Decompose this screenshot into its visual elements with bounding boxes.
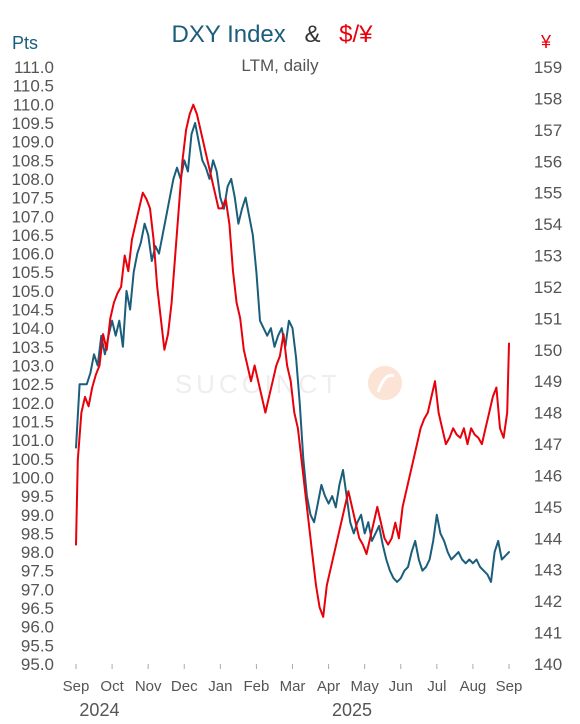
x-tick-label: Apr bbox=[317, 678, 340, 695]
left-tick-label: 99.0 bbox=[21, 506, 54, 525]
right-tick-label: 159 bbox=[534, 58, 562, 77]
left-tick-label: 108.5 bbox=[11, 151, 54, 170]
x-tick-label: Oct bbox=[100, 678, 124, 695]
left-tick-label: 100.0 bbox=[11, 468, 54, 487]
x-tick-label: Feb bbox=[243, 678, 269, 695]
x-axis: Sep Oct Nov Dec Jan Feb Mar Apr May Jun Jul Aug Sep 2… bbox=[63, 664, 523, 720]
left-tick-label: 106.0 bbox=[11, 245, 54, 264]
title-and: & bbox=[304, 21, 320, 48]
right-tick-label: 152 bbox=[534, 278, 562, 297]
right-tick-label: 155 bbox=[534, 184, 562, 203]
right-tick-label: 158 bbox=[534, 89, 562, 108]
right-tick-label: 154 bbox=[534, 215, 562, 234]
left-tick-label: 106.5 bbox=[11, 226, 54, 245]
x-tick-label: Jun bbox=[389, 678, 413, 695]
left-tick-label: 97.5 bbox=[21, 562, 54, 581]
x-tick-label: Nov bbox=[135, 678, 162, 695]
right-tick-label: 140 bbox=[534, 655, 562, 674]
left-tick-label: 102.0 bbox=[11, 394, 54, 413]
left-tick-label: 110.0 bbox=[13, 95, 54, 114]
left-tick-label: 96.5 bbox=[21, 599, 54, 618]
left-tick-label: 104.5 bbox=[11, 301, 54, 320]
left-tick-label: 105.0 bbox=[11, 282, 54, 301]
title-usdjpy: $/¥ bbox=[339, 21, 373, 48]
series-layer bbox=[75, 103, 510, 618]
right-tick-label: 153 bbox=[534, 247, 562, 266]
right-tick-label: 147 bbox=[534, 435, 562, 454]
left-tick-label: 103.0 bbox=[11, 357, 54, 376]
x-tick-label: Aug bbox=[460, 678, 487, 695]
left-tick-label: 109.5 bbox=[11, 114, 54, 133]
left-tick-label: 95.0 bbox=[21, 655, 54, 674]
right-tick-label: 145 bbox=[534, 498, 562, 517]
left-tick-label: 111.0 bbox=[14, 58, 54, 77]
left-tick-label: 101.5 bbox=[11, 412, 54, 431]
right-tick-label: 150 bbox=[534, 341, 562, 360]
right-axis: 140 141 142 143 144 145 146 147 148 149 150 151 152 1… bbox=[534, 58, 562, 674]
right-axis-unit: ¥ bbox=[540, 32, 552, 52]
left-tick-label: 110.5 bbox=[13, 77, 54, 96]
left-tick-label: 99.5 bbox=[21, 487, 54, 506]
left-tick-label: 100.5 bbox=[11, 450, 54, 469]
left-tick-label: 95.5 bbox=[21, 636, 54, 655]
left-tick-label: 108.0 bbox=[11, 170, 54, 189]
x-tick-label: Sep bbox=[63, 678, 90, 695]
left-tick-label: 109.0 bbox=[11, 133, 54, 152]
right-tick-label: 144 bbox=[534, 529, 562, 548]
chart-title: DXY Index & $/¥ bbox=[171, 21, 373, 48]
left-tick-label: 107.5 bbox=[11, 189, 54, 208]
x-tick-label: May bbox=[350, 678, 379, 695]
x-tick-label: Jul bbox=[427, 678, 446, 695]
right-tick-label: 142 bbox=[534, 592, 562, 611]
watermark-logo-icon bbox=[368, 366, 402, 400]
left-axis-unit: Pts bbox=[12, 33, 38, 53]
right-tick-label: 141 bbox=[534, 624, 562, 643]
left-tick-label: 101.0 bbox=[11, 431, 54, 450]
title-dxy: DXY Index bbox=[171, 21, 285, 48]
x-tick-label: Dec bbox=[171, 678, 198, 695]
left-tick-label: 103.5 bbox=[11, 338, 54, 357]
left-tick-label: 104.0 bbox=[11, 319, 54, 338]
left-axis: 95.095.596.096.597.097.598.098.599.099.5… bbox=[11, 58, 54, 674]
x-tick-label: Jan bbox=[208, 678, 232, 695]
x-tick-label: Sep bbox=[496, 678, 523, 695]
x-tick-label: Mar bbox=[280, 678, 306, 695]
right-tick-label: 151 bbox=[534, 309, 562, 328]
left-tick-label: 98.5 bbox=[21, 524, 54, 543]
right-tick-label: 143 bbox=[534, 561, 562, 580]
right-tick-label: 156 bbox=[534, 152, 562, 171]
left-tick-label: 98.0 bbox=[21, 543, 54, 562]
left-tick-label: 105.5 bbox=[11, 263, 54, 282]
series-line-usdjpy bbox=[75, 103, 510, 618]
x-year-label: 2024 bbox=[79, 700, 119, 720]
left-tick-label: 97.0 bbox=[21, 580, 54, 599]
left-tick-label: 107.0 bbox=[11, 207, 54, 226]
left-tick-label: 102.5 bbox=[11, 375, 54, 394]
right-tick-label: 149 bbox=[534, 372, 562, 391]
x-year-label: 2025 bbox=[332, 700, 372, 720]
right-tick-label: 157 bbox=[534, 121, 562, 140]
chart-subtitle: LTM, daily bbox=[241, 56, 319, 75]
right-tick-label: 146 bbox=[534, 466, 562, 485]
series-line-dxy bbox=[75, 122, 510, 583]
right-tick-label: 148 bbox=[534, 404, 562, 423]
left-tick-label: 96.0 bbox=[21, 618, 54, 637]
